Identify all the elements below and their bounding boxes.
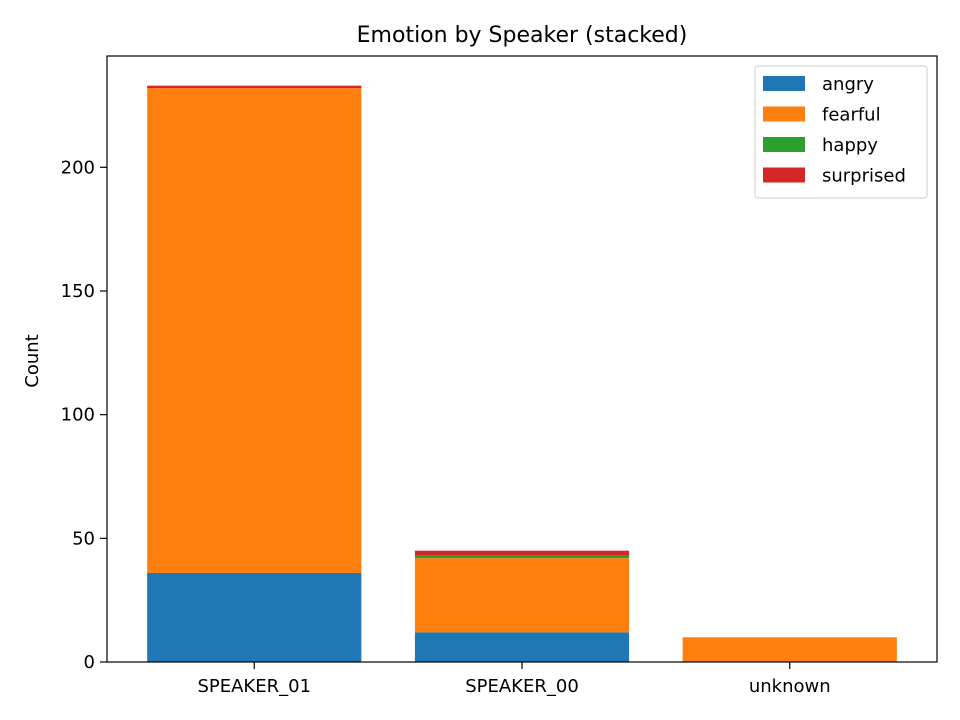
legend-swatch-angry bbox=[763, 76, 805, 91]
legend-swatch-happy bbox=[763, 137, 805, 152]
bar-surprised-SPEAKER_01 bbox=[147, 85, 362, 89]
legend-label-surprised: surprised bbox=[822, 166, 906, 187]
bar-fearful-unknown bbox=[682, 637, 897, 662]
y-tick-label: 100 bbox=[61, 405, 95, 426]
legend-swatch-surprised bbox=[763, 167, 805, 183]
x-tick-label: SPEAKER_01 bbox=[197, 676, 311, 697]
legend-swatch-fearful bbox=[763, 106, 805, 122]
y-tick-label: 50 bbox=[72, 528, 95, 549]
y-tick-label: 200 bbox=[61, 157, 95, 178]
plot-frame bbox=[106, 55, 938, 663]
bar-fearful-SPEAKER_01 bbox=[147, 88, 362, 573]
bars-group bbox=[147, 85, 897, 662]
bar-angry-SPEAKER_01 bbox=[147, 572, 362, 662]
legend-box bbox=[754, 65, 928, 199]
bar-fearful-SPEAKER_00 bbox=[414, 558, 630, 633]
y-tick-label: 150 bbox=[61, 281, 95, 302]
x-tick-label: SPEAKER_00 bbox=[465, 676, 579, 697]
bar-angry-SPEAKER_00 bbox=[414, 632, 630, 662]
legend-label-fearful: fearful bbox=[822, 105, 881, 126]
bar-happy-SPEAKER_00 bbox=[414, 555, 630, 559]
ticks-group: SPEAKER_01 SPEAKER_00 unknown 0 50 100 150 200 bbox=[61, 157, 831, 697]
y-tick-label: 0 bbox=[84, 652, 95, 673]
legend-label-angry: angry bbox=[822, 74, 874, 95]
chart-title: Emotion by Speaker (stacked) bbox=[357, 23, 688, 48]
legend: angry fearful happy surprised bbox=[754, 65, 928, 199]
legend-label-happy: happy bbox=[822, 135, 878, 156]
y-axis-label: Count bbox=[22, 334, 43, 387]
bar-surprised-SPEAKER_00 bbox=[414, 550, 630, 556]
x-tick-label: unknown bbox=[749, 676, 831, 697]
